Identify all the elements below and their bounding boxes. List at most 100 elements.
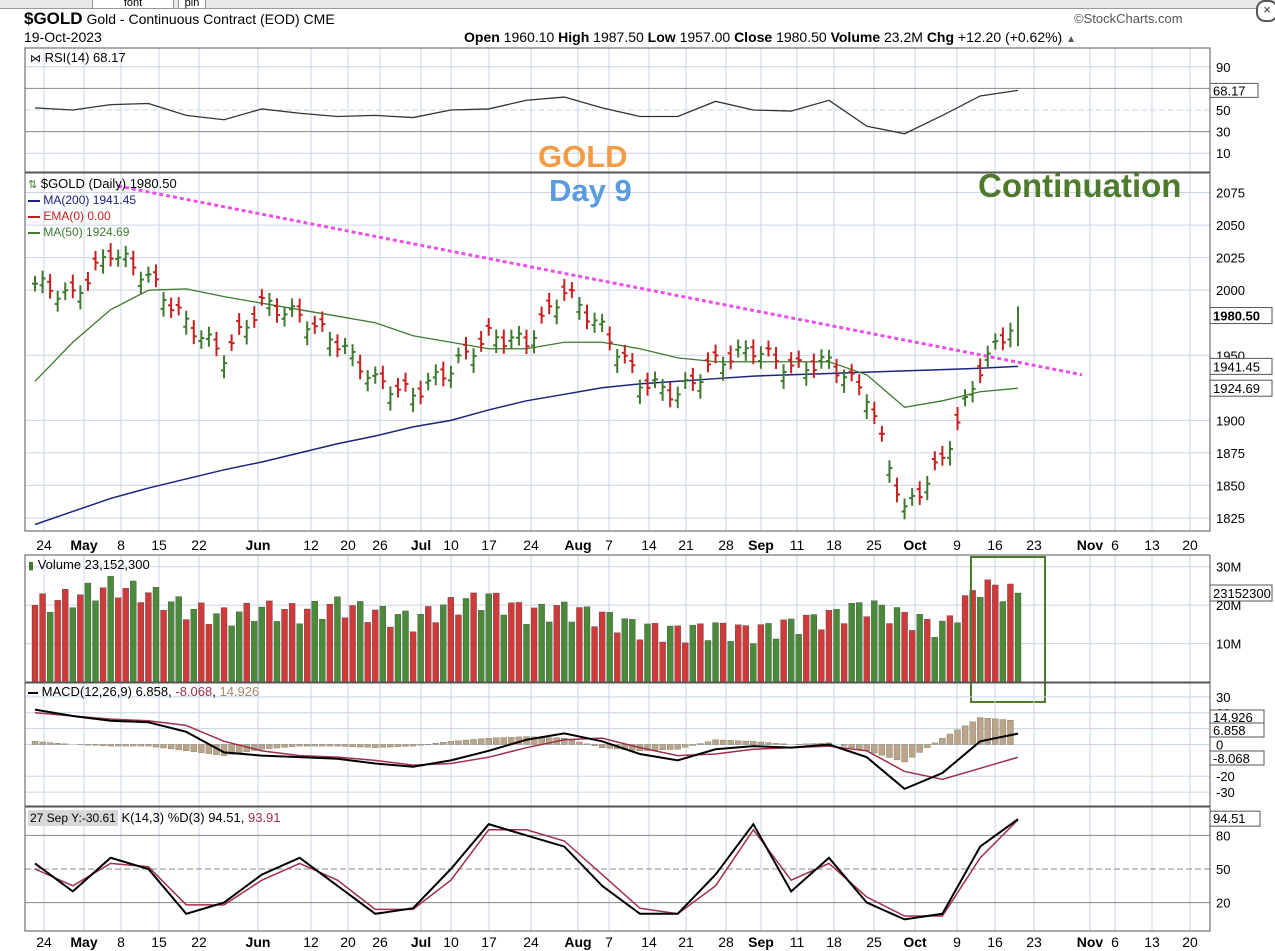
volume-bar: [281, 609, 288, 683]
volume-bar: [92, 600, 99, 683]
macd-histogram-bar: [780, 743, 787, 745]
symbol: $GOLD: [24, 9, 83, 28]
x-tick-label: 28: [718, 934, 734, 950]
volume-bar: [621, 618, 628, 683]
macd-histogram-bar: [372, 744, 379, 748]
x-tick-label: 12: [303, 537, 319, 553]
x-tick-label: 25: [866, 537, 882, 553]
macd-histogram-bar: [349, 744, 356, 747]
volume-bar: [304, 608, 311, 683]
close-icon[interactable]: ×: [1256, 0, 1275, 22]
high-label: High: [558, 29, 590, 45]
volume-bar: [251, 621, 258, 683]
macd-histogram-bar: [1007, 720, 1014, 745]
x-tick-label: May: [70, 537, 97, 553]
legend-swatch: [28, 231, 40, 234]
volume-bar: [341, 617, 349, 683]
font-button[interactable]: font: [92, 0, 174, 9]
volume-tick-label: 20M: [1216, 598, 1241, 613]
volume-bar: [1007, 583, 1014, 683]
x-tick-label: Nov: [1077, 537, 1104, 553]
x-tick-label: Jul: [411, 934, 431, 950]
macd-histogram-bar: [311, 744, 318, 747]
macd-histogram-bar: [273, 744, 281, 749]
volume-bar: [84, 582, 92, 683]
macd-histogram-bar: [969, 721, 976, 745]
open-value: 1960.10: [503, 29, 555, 45]
volume-bar: [546, 621, 553, 683]
macd-histogram-bar: [576, 741, 583, 745]
macd-histogram-bar: [719, 739, 727, 745]
macd-histogram-bar: [999, 719, 1007, 745]
volume-bar: [977, 597, 984, 683]
macd-histogram-bar: [137, 744, 145, 747]
volume-bar: [689, 624, 697, 683]
macd-histogram-bar: [341, 744, 349, 747]
volume-bar: [31, 604, 39, 683]
volume-bar: [568, 621, 576, 683]
volume-tick-label: 10M: [1216, 637, 1241, 652]
volume-bar: [387, 626, 394, 683]
x-tick-label: Sep: [748, 537, 774, 553]
price-tick-label: 2025: [1216, 251, 1245, 266]
macd-histogram-bar: [190, 744, 197, 752]
annotation-day: Day 9: [549, 173, 632, 208]
stochastic-panel: 80 50 20 94.51: [25, 807, 1261, 931]
volume-bar: [757, 624, 765, 683]
volume-bar: [477, 610, 485, 683]
macd-histogram-bar: [402, 744, 409, 747]
x-tick-label: 14: [641, 934, 657, 950]
x-tick-label: 20: [340, 537, 356, 553]
volume-bar: [228, 625, 235, 683]
macd-histogram-bar: [742, 740, 749, 745]
volume-bar: [183, 619, 190, 683]
macd-histogram-bar: [485, 738, 492, 745]
macd-histogram-bar: [735, 740, 742, 745]
volume-bar: [961, 595, 969, 683]
x-tick-label: 24: [36, 537, 52, 553]
macd-histogram-bar: [145, 744, 152, 747]
volume-bar: [160, 610, 167, 683]
volume-bar: [750, 643, 757, 683]
volume-bar: [939, 620, 946, 683]
volume-bar: [984, 579, 991, 683]
macd-histogram-bar: [561, 738, 568, 745]
macd-histogram-bar: [470, 739, 477, 745]
macd-histogram-bar: [122, 744, 129, 747]
x-tick-label: 21: [678, 934, 694, 950]
volume-bar: [455, 614, 462, 683]
macd-histogram-bar: [455, 740, 462, 745]
volume-bar: [916, 614, 923, 683]
x-tick-label: May: [70, 934, 97, 950]
legend-swatch: [28, 199, 40, 202]
pin-button[interactable]: pin: [178, 0, 206, 9]
x-tick-label: Jun: [246, 537, 271, 553]
volume-bar: [992, 584, 999, 683]
rsi-icon: ⋈: [30, 53, 41, 65]
macd-histogram-bar: [462, 739, 470, 745]
volume-bar: [954, 622, 961, 683]
x-tick-label: 20: [1182, 934, 1198, 950]
volume-bar: [538, 603, 545, 683]
price-tick-label: 1850: [1216, 478, 1245, 493]
x-tick-label: Aug: [564, 934, 591, 950]
x-tick-label: Jun: [246, 934, 271, 950]
volume-bar: [788, 618, 795, 683]
volume-bar: [107, 576, 114, 683]
macd-histogram-bar: [167, 744, 175, 750]
volume-bar: [719, 622, 727, 683]
x-tick-label: 15: [151, 934, 167, 950]
x-tick-label: 28: [718, 537, 734, 553]
macd-histogram-bar: [477, 738, 485, 745]
macd-histogram-bar: [689, 744, 697, 746]
panel-border: [24, 554, 1211, 683]
panel-border: [24, 682, 1211, 807]
x-tick-label: 12: [303, 934, 319, 950]
x-tick-label: 23: [1026, 537, 1042, 553]
macd-histogram-bar: [924, 744, 931, 748]
volume-bar: [243, 602, 250, 683]
macd-histogram-bar: [228, 744, 235, 755]
macd-histogram-bar: [183, 744, 190, 751]
macd-histogram-bar: [871, 744, 878, 754]
macd-histogram-bar: [598, 744, 606, 748]
